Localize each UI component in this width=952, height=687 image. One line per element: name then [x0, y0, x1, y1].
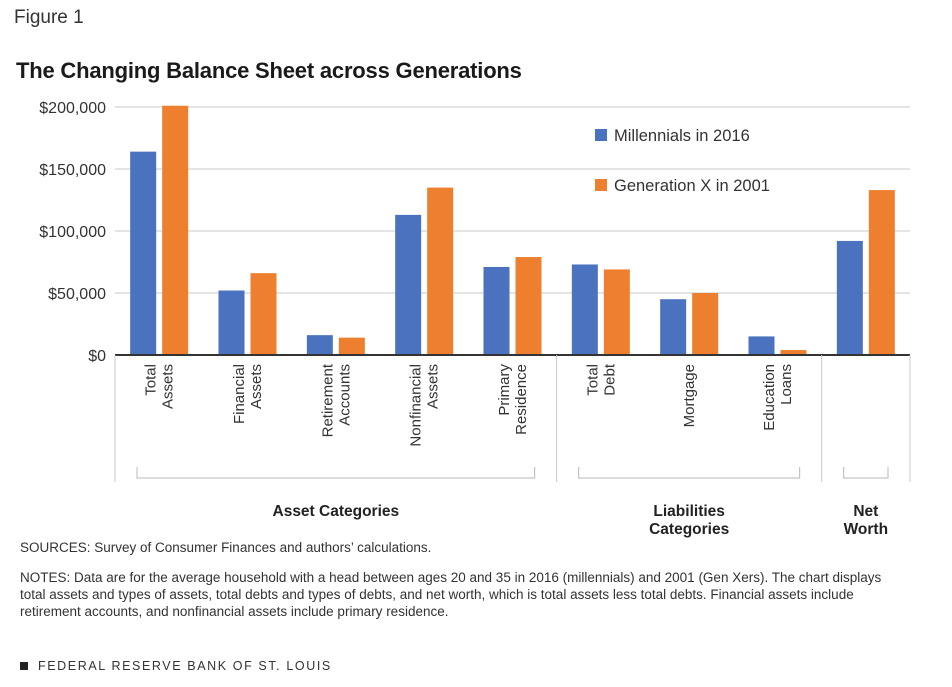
- bar: [603, 269, 630, 355]
- group-bracket: [578, 467, 801, 479]
- x-tick-label: Financial: [231, 364, 248, 424]
- x-tick-label: Education: [761, 364, 778, 431]
- group-label: Worth: [844, 521, 888, 538]
- y-tick-label: $50,000: [48, 286, 106, 303]
- legend-label: Generation X in 2001: [614, 177, 770, 195]
- x-tick-label: Assets: [425, 364, 442, 409]
- bar: [836, 240, 863, 355]
- legend-label: Millennials in 2016: [614, 127, 750, 145]
- bar: [395, 214, 422, 355]
- x-tick-label: Nonfinancial: [408, 364, 425, 447]
- bar: [250, 273, 277, 355]
- x-tick-label: Retirement: [319, 363, 336, 437]
- y-tick-label: $200,000: [39, 100, 106, 117]
- y-tick-label: $100,000: [39, 224, 106, 241]
- bar: [692, 293, 719, 355]
- x-tick-label: Mortgage: [681, 364, 698, 427]
- group-bracket: [843, 467, 889, 479]
- bar: [660, 299, 687, 355]
- footer-text: FEDERAL RESERVE BANK OF ST. LOUIS: [38, 659, 332, 673]
- y-tick-label: $0: [88, 348, 106, 365]
- bar: [427, 187, 454, 355]
- legend-swatch: [595, 129, 607, 141]
- group-label: Categories: [649, 521, 729, 538]
- bar: [515, 257, 542, 355]
- group-label: Net: [853, 503, 878, 520]
- footer-square-icon: [20, 662, 28, 670]
- bar: [571, 264, 598, 355]
- bar: [306, 335, 333, 355]
- group-bracket: [136, 467, 536, 479]
- x-tick-label: Total: [143, 364, 160, 396]
- x-tick-label: Debt: [601, 363, 618, 396]
- y-tick-label: $150,000: [39, 162, 106, 179]
- bar: [483, 266, 510, 355]
- bar: [868, 190, 895, 355]
- x-tick-label: Total: [584, 364, 601, 396]
- x-tick-label: Residence: [513, 364, 530, 435]
- bar: [338, 337, 365, 355]
- bar: [780, 350, 807, 355]
- bar: [162, 105, 189, 355]
- bar: [130, 151, 157, 355]
- group-label: Asset Categories: [273, 503, 400, 520]
- figure-label: Figure 1: [14, 7, 84, 28]
- x-tick-label: Assets: [248, 364, 265, 409]
- chart-title: The Changing Balance Sheet across Genera…: [16, 58, 522, 83]
- notes-text: NOTES: Data are for the average househol…: [20, 570, 882, 619]
- bar: [748, 336, 775, 355]
- x-tick-label: Accounts: [336, 364, 353, 426]
- x-tick-label: Assets: [160, 364, 177, 409]
- x-tick-label: Primary: [496, 364, 513, 416]
- x-tick-label: Loans: [778, 364, 795, 405]
- group-label: Liabilities: [653, 503, 725, 520]
- bar: [218, 290, 245, 355]
- footer: FEDERAL RESERVE BANK OF ST. LOUIS: [20, 659, 332, 673]
- sources-note: SOURCES: Survey of Consumer Finances and…: [20, 540, 432, 555]
- legend-swatch: [595, 179, 607, 191]
